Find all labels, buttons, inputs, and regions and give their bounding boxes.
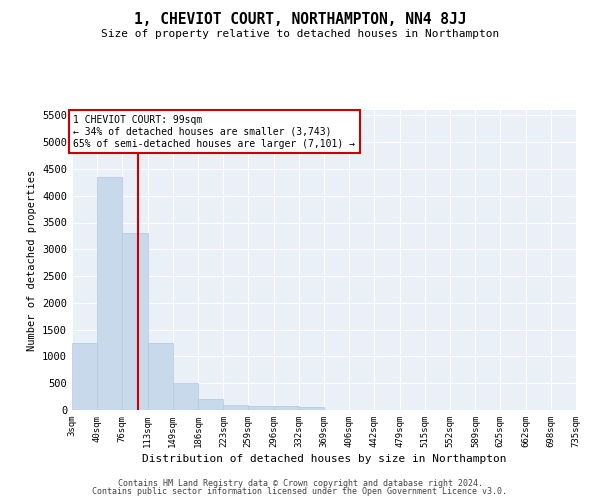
Bar (248, 406, 274, 410)
Text: Contains public sector information licensed under the Open Government Licence v3: Contains public sector information licen… (92, 487, 508, 496)
Text: Contains HM Land Registry data © Crown copyright and database right 2024.: Contains HM Land Registry data © Crown c… (118, 478, 482, 488)
Y-axis label: Number of detached properties: Number of detached properties (26, 170, 37, 350)
Bar (223, 404, 248, 410)
Text: 1 CHEVIOT COURT: 99sqm
← 34% of detached houses are smaller (3,743)
65% of semi-: 1 CHEVIOT COURT: 99sqm ← 34% of detached… (73, 116, 355, 148)
Bar (122, 233, 148, 410)
Bar (72, 343, 97, 410)
Text: 1, CHEVIOT COURT, NORTHAMPTON, NN4 8JJ: 1, CHEVIOT COURT, NORTHAMPTON, NN4 8JJ (134, 12, 466, 28)
Bar (148, 343, 173, 410)
Bar (97, 177, 122, 410)
Bar (274, 406, 299, 410)
X-axis label: Distribution of detached houses by size in Northampton: Distribution of detached houses by size … (142, 454, 506, 464)
Bar (299, 408, 324, 410)
Bar (198, 400, 223, 410)
Bar (173, 383, 198, 410)
Text: Size of property relative to detached houses in Northampton: Size of property relative to detached ho… (101, 29, 499, 39)
